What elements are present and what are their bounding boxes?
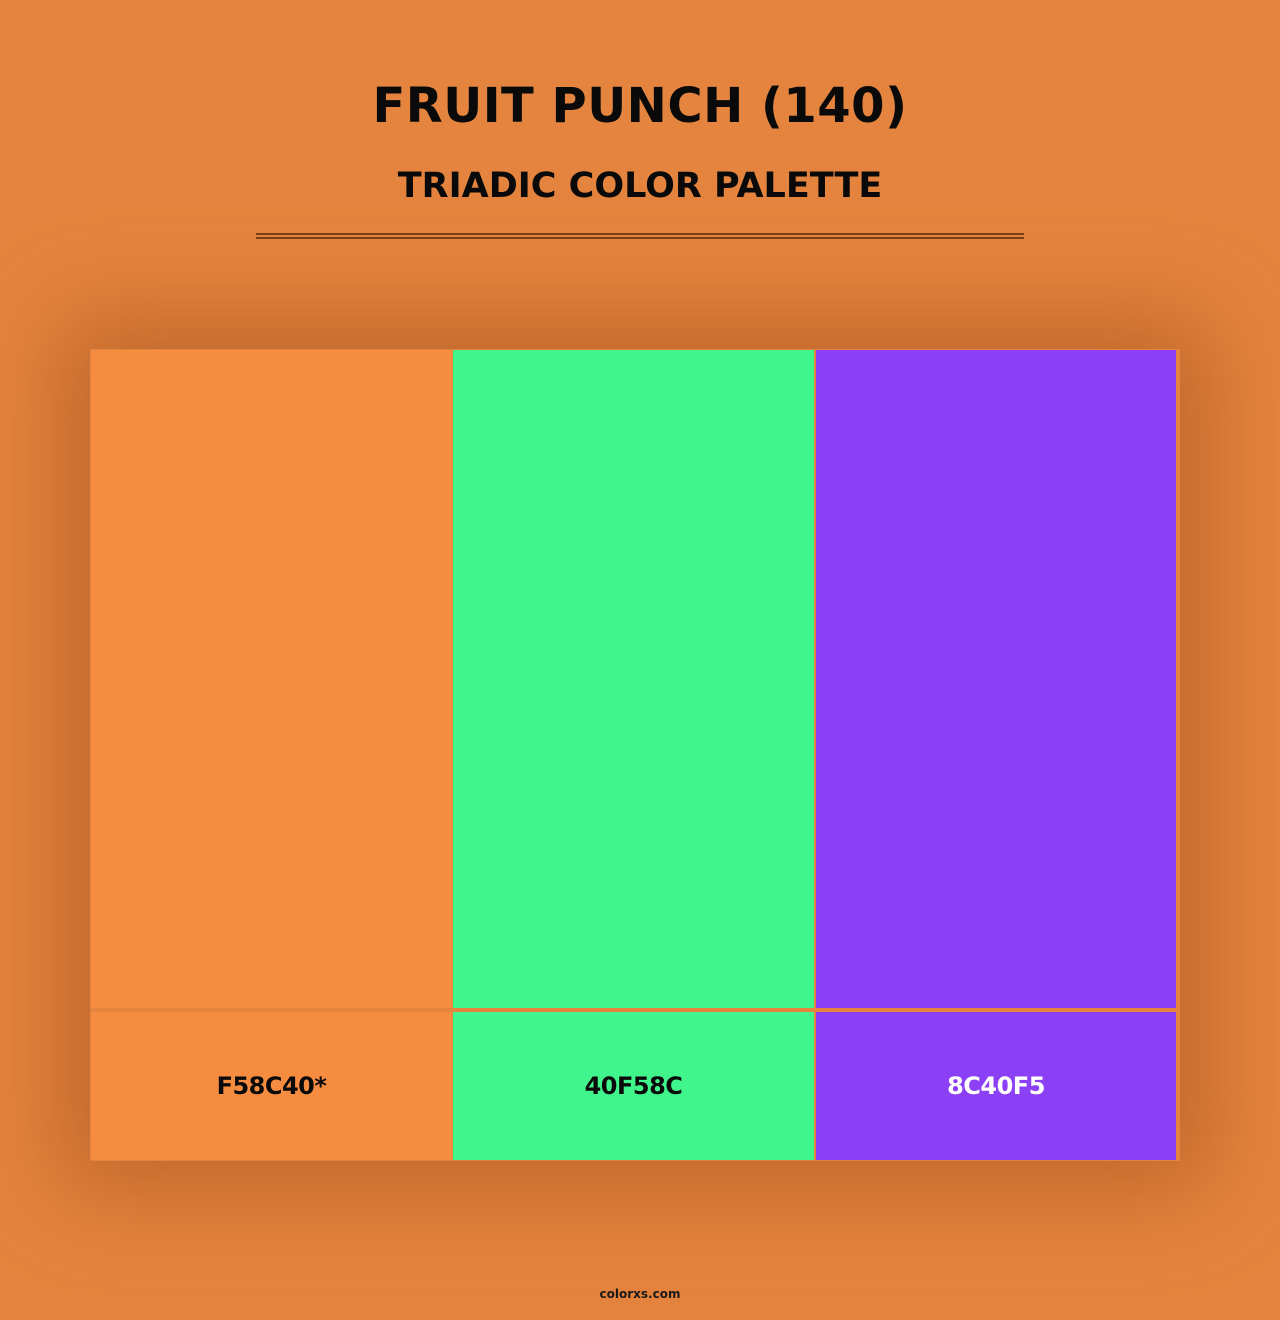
palette-card: F58C40* 40F58C 8C40F5: [90, 349, 1180, 1161]
swatch-color-2[interactable]: [453, 350, 814, 1008]
divider-bottom: [256, 237, 1024, 239]
swatch-label-2[interactable]: 40F58C: [453, 1012, 814, 1160]
swatch-color-3[interactable]: [816, 350, 1176, 1008]
swatch-label-3[interactable]: 8C40F5: [816, 1012, 1176, 1160]
page-subtitle: TRIADIC COLOR PALETTE: [397, 166, 883, 206]
page-title: FRUIT PUNCH (140): [372, 78, 908, 134]
footer-site-link[interactable]: colorxs.com: [599, 1287, 681, 1301]
divider-top: [256, 233, 1024, 235]
swatch-color-1[interactable]: [91, 350, 452, 1008]
swatch-label-1[interactable]: F58C40*: [91, 1012, 452, 1160]
